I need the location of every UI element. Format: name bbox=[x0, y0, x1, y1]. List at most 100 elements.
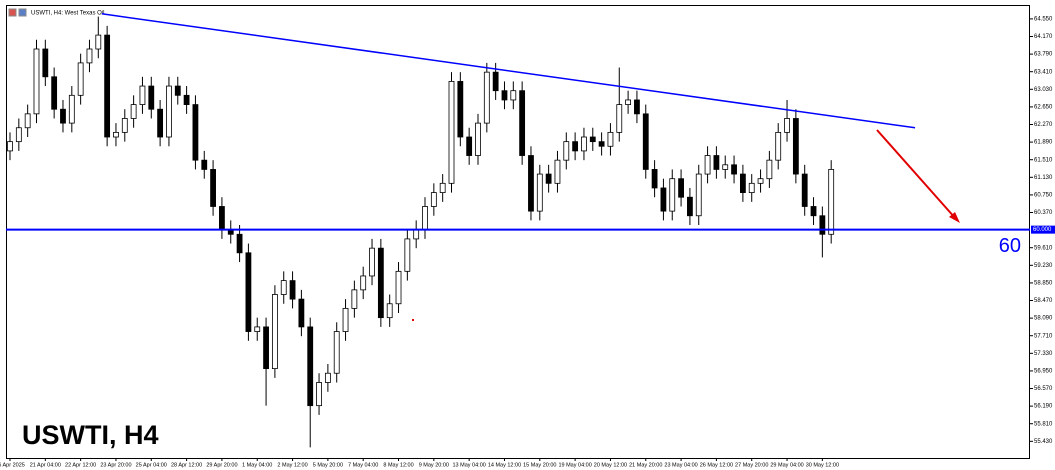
candle-body bbox=[475, 122, 481, 156]
candle-body bbox=[33, 48, 40, 115]
candle-body bbox=[581, 136, 587, 152]
candle-body bbox=[183, 94, 190, 105]
candle-body bbox=[386, 303, 393, 319]
x-tick-label: 9 May 20:00 bbox=[419, 462, 449, 468]
x-tick-label: 21 Apr 04:00 bbox=[30, 462, 61, 468]
trendline bbox=[101, 13, 916, 129]
y-tick-label: 61.890 bbox=[1034, 140, 1053, 146]
candle-body bbox=[192, 104, 199, 161]
y-tick-label: 56.950 bbox=[1034, 368, 1053, 374]
candle-body bbox=[86, 48, 93, 64]
candle-body bbox=[219, 206, 225, 231]
candle-body bbox=[501, 90, 508, 101]
candle-body bbox=[713, 155, 720, 170]
candle-body bbox=[324, 372, 331, 383]
candle-body bbox=[766, 159, 773, 180]
candle-body bbox=[554, 159, 561, 184]
arrow-head bbox=[949, 212, 960, 223]
candle-body bbox=[166, 85, 172, 138]
candle-body bbox=[413, 229, 420, 240]
candle-body bbox=[404, 238, 411, 272]
y-tick-label: 56.570 bbox=[1034, 386, 1053, 392]
y-tick-label: 58.090 bbox=[1034, 316, 1053, 322]
candle-body bbox=[236, 233, 243, 254]
y-tick-label: 64.170 bbox=[1034, 34, 1053, 40]
level-axis-label: 60.000 bbox=[1033, 227, 1052, 233]
candle-body bbox=[174, 85, 181, 96]
candle-body bbox=[536, 173, 543, 212]
plot-frame bbox=[6, 5, 1030, 459]
x-tick-label: 19 May 04:00 bbox=[558, 462, 591, 468]
y-tick-label: 61.510 bbox=[1034, 157, 1053, 163]
candle-body bbox=[51, 76, 58, 110]
candle-body bbox=[731, 164, 737, 175]
y-tick-label: 58.470 bbox=[1034, 298, 1053, 304]
candle-body bbox=[289, 280, 296, 300]
x-tick-label: 13 May 04:00 bbox=[452, 462, 485, 468]
candle-body bbox=[95, 34, 102, 50]
candle-body bbox=[563, 141, 570, 161]
candle-body bbox=[775, 131, 782, 161]
candle-body bbox=[245, 252, 252, 332]
candle-body bbox=[660, 187, 667, 212]
y-tick-label: 56.190 bbox=[1034, 404, 1053, 410]
candle-body bbox=[695, 173, 702, 217]
candle-body bbox=[316, 382, 322, 407]
y-tick-label: 59.610 bbox=[1034, 245, 1053, 251]
candle-body bbox=[739, 173, 746, 193]
x-tick-label: 14 May 12:00 bbox=[488, 462, 521, 468]
candle-body bbox=[121, 118, 128, 133]
x-tick-label: 2 May 12:00 bbox=[277, 462, 307, 468]
y-tick-label: 57.330 bbox=[1034, 351, 1053, 357]
candle-body bbox=[60, 108, 66, 124]
x-tick-label: 28 Apr 12:00 bbox=[171, 462, 202, 468]
candle-body bbox=[130, 104, 137, 119]
candle-body bbox=[263, 326, 269, 370]
candle-body bbox=[280, 280, 287, 295]
candle-body bbox=[519, 90, 526, 156]
candle-body bbox=[439, 182, 446, 193]
candle-body bbox=[598, 141, 605, 147]
x-tick-label: 25 Apr 04:00 bbox=[136, 462, 167, 468]
x-tick-label: 20 May 12:00 bbox=[594, 462, 627, 468]
candle-body bbox=[139, 85, 146, 105]
y-tick-label: 61.130 bbox=[1034, 175, 1053, 181]
candle-body bbox=[687, 196, 693, 217]
candle-body bbox=[757, 178, 764, 184]
candle-body bbox=[483, 71, 490, 124]
candle-body bbox=[148, 85, 155, 110]
candle-body bbox=[722, 164, 729, 170]
candle-body bbox=[342, 307, 349, 332]
candle-body bbox=[271, 294, 278, 370]
candle-body bbox=[748, 182, 755, 193]
candle-body bbox=[607, 131, 614, 147]
candle-body bbox=[15, 127, 22, 143]
candle-body bbox=[466, 136, 473, 156]
candle-body bbox=[492, 71, 499, 92]
candle-body bbox=[572, 141, 579, 152]
candle-body bbox=[7, 141, 13, 152]
candle-body bbox=[157, 108, 164, 138]
y-tick-label: 60.750 bbox=[1034, 192, 1053, 198]
x-tick-label: 30 May 12:00 bbox=[806, 462, 839, 468]
candle-body bbox=[616, 104, 623, 133]
x-tick-label: 27 May 20:00 bbox=[735, 462, 768, 468]
candle-body bbox=[201, 159, 208, 170]
candle-body bbox=[651, 169, 658, 189]
candle-body bbox=[625, 99, 631, 105]
y-tick-label: 59.230 bbox=[1034, 263, 1053, 269]
level-axis-box bbox=[1031, 225, 1055, 234]
x-tick-label: 15 May 20:00 bbox=[523, 462, 556, 468]
candle-body bbox=[784, 118, 790, 133]
y-tick-label: 57.710 bbox=[1034, 333, 1053, 339]
candle-body bbox=[113, 131, 119, 138]
candle-body bbox=[104, 34, 111, 138]
candle-body bbox=[828, 169, 835, 235]
candle-body bbox=[42, 48, 49, 78]
x-tick-label: 1 May 04:00 bbox=[242, 462, 272, 468]
candle-body bbox=[298, 298, 305, 328]
y-tick-label: 63.030 bbox=[1034, 87, 1053, 93]
candle-body bbox=[24, 113, 31, 129]
candle-body bbox=[678, 178, 684, 198]
